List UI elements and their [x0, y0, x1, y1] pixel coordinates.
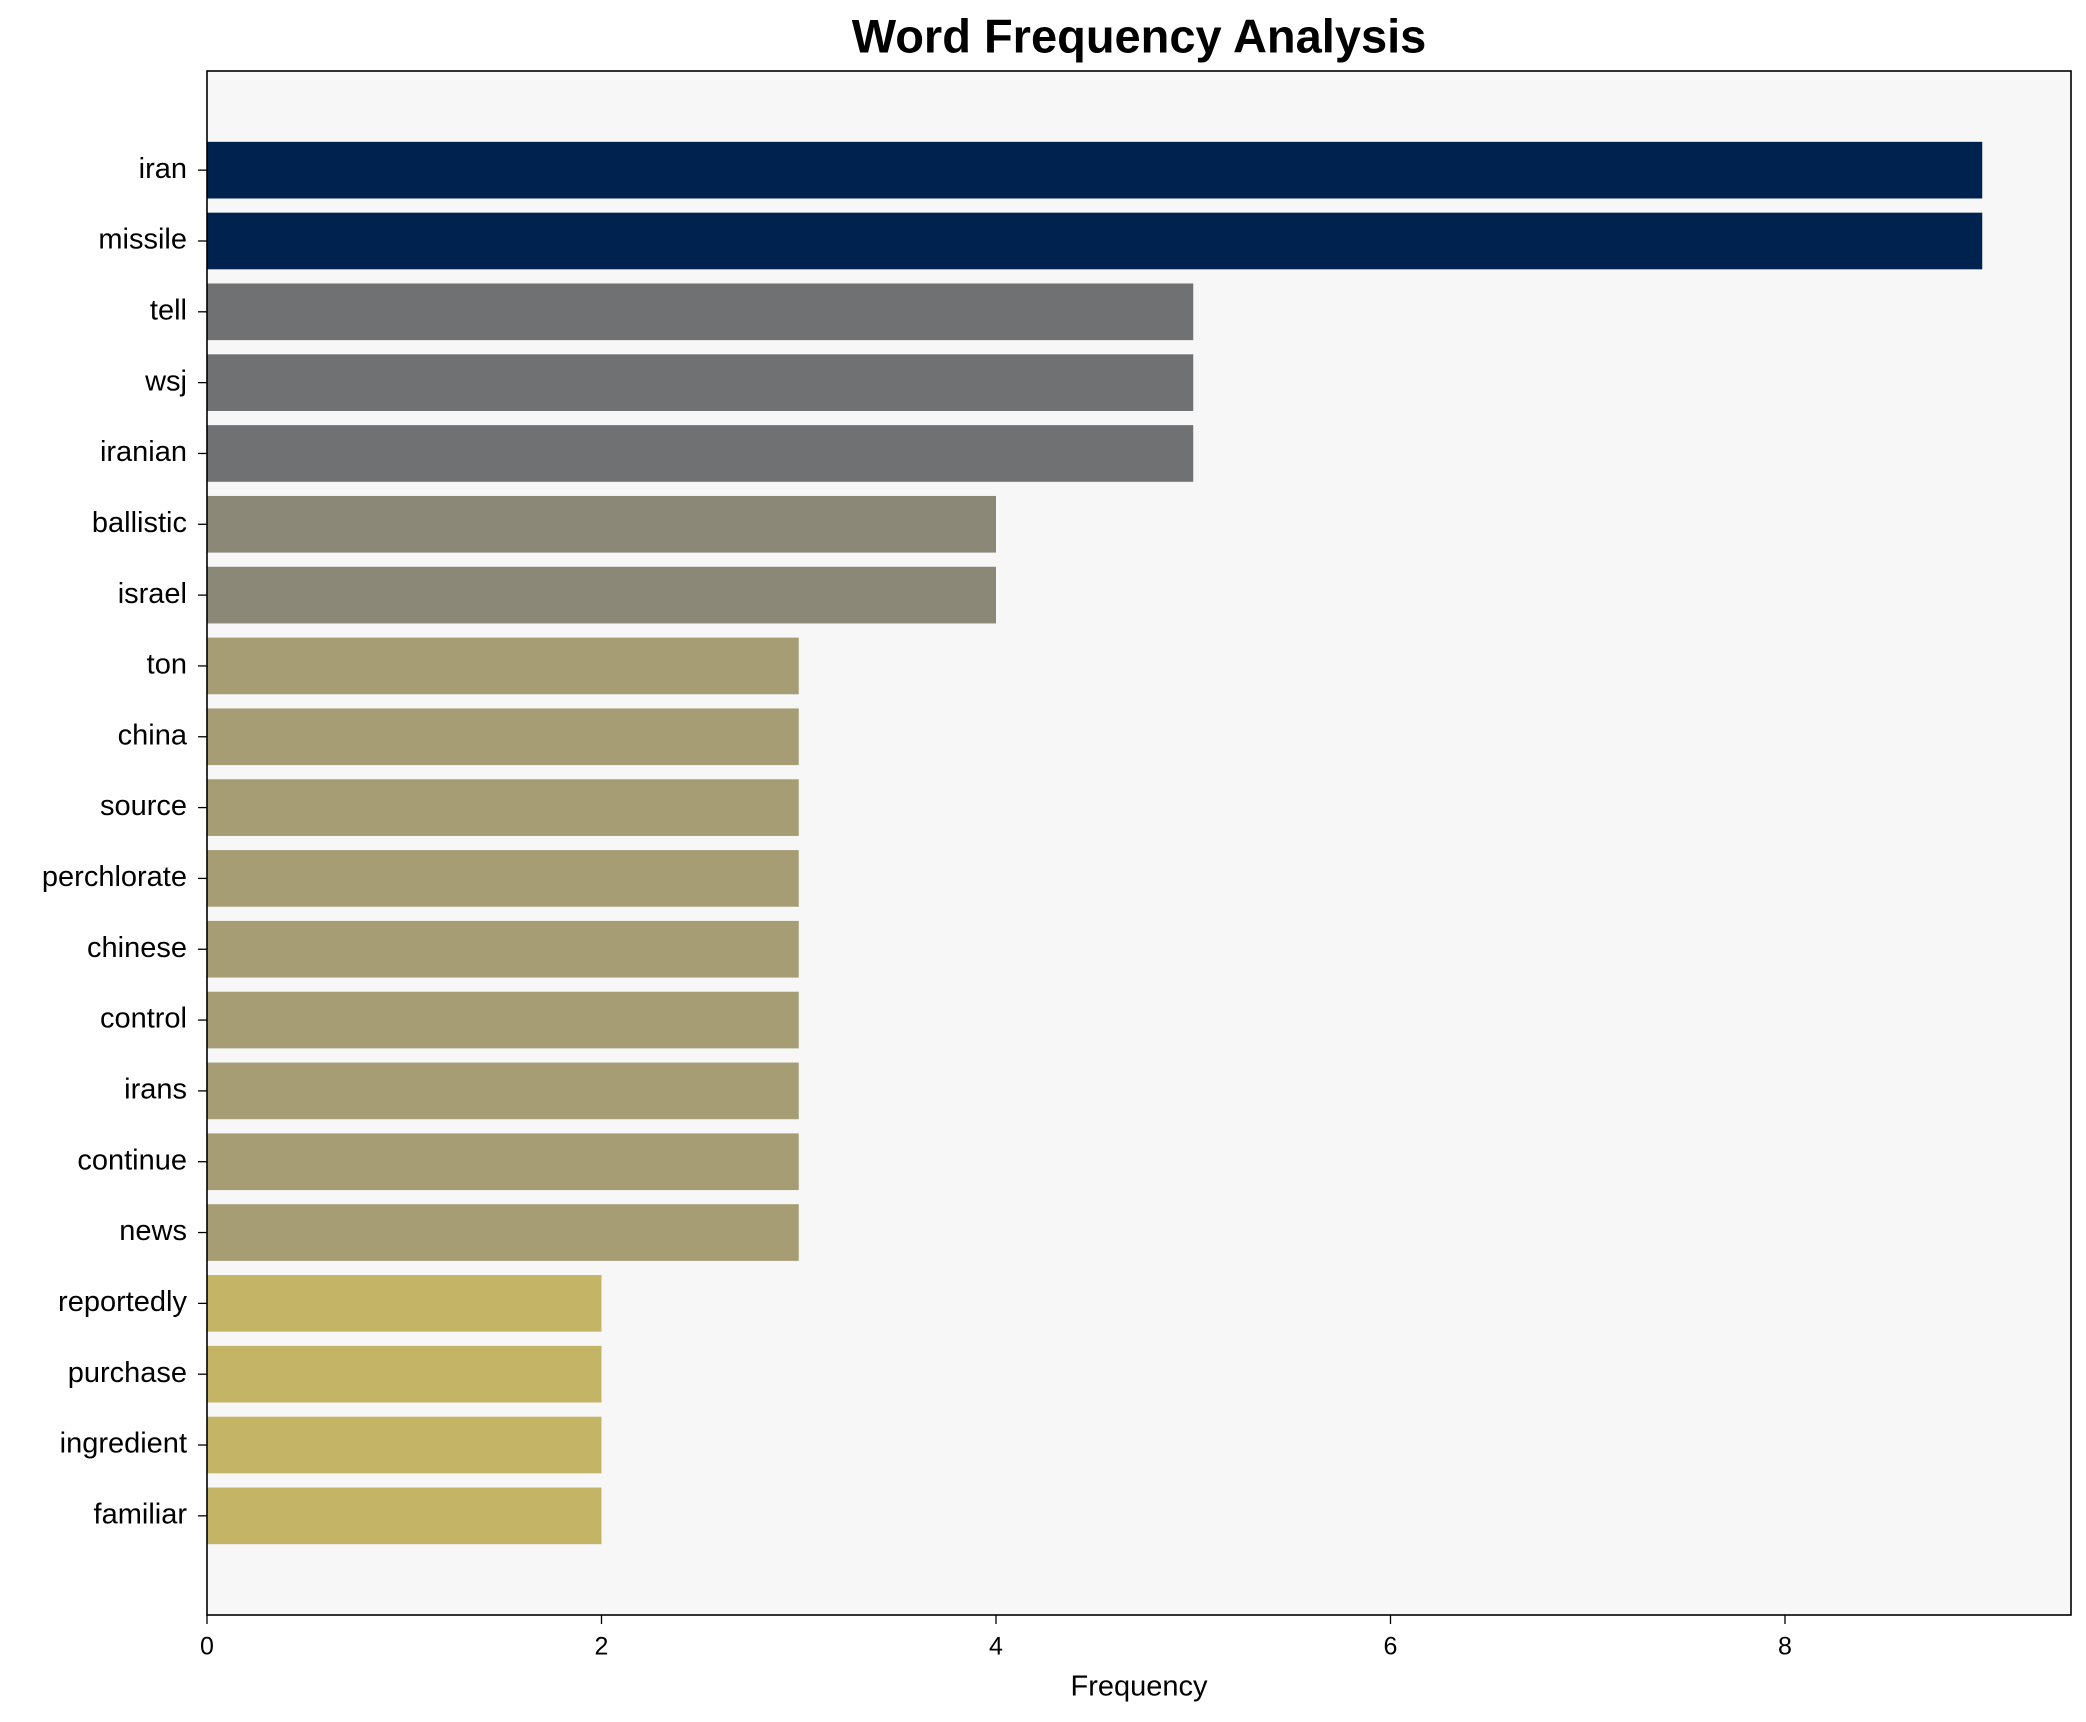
bar — [207, 495, 996, 553]
y-tick-label: purchase — [68, 1357, 187, 1389]
plot-frame — [206, 70, 2072, 1616]
bar — [207, 708, 799, 766]
y-tick-label: ballistic — [92, 507, 187, 539]
y-tick-label: missile — [98, 224, 187, 256]
y-tick-label: familiar — [94, 1499, 188, 1531]
y-tick-label: iran — [139, 153, 187, 185]
x-tick-label: 4 — [989, 1633, 1003, 1661]
bar — [207, 212, 1983, 270]
y-tick-label: iranian — [100, 436, 187, 468]
y-tick-label: source — [100, 790, 187, 822]
x-tick-label: 2 — [595, 1633, 609, 1661]
bar — [207, 566, 996, 624]
x-tick-label: 6 — [1384, 1633, 1398, 1661]
x-axis-label: Frequency — [1070, 1671, 1208, 1703]
y-tick-label: perchlorate — [42, 861, 187, 893]
y-tick-label: reportedly — [58, 1286, 187, 1318]
chart-title: Word Frequency Analysis — [852, 9, 1427, 62]
bar — [207, 283, 1194, 341]
y-tick-label: control — [100, 1003, 187, 1035]
y-tick-label: israel — [118, 578, 187, 610]
bar — [207, 1416, 602, 1474]
y-tick-label: ingredient — [60, 1428, 187, 1460]
bar — [207, 1204, 799, 1261]
bar — [207, 1345, 602, 1403]
bar — [207, 637, 799, 695]
bar — [207, 991, 799, 1049]
y-tick-label: continue — [77, 1144, 187, 1176]
x-tick-label: 8 — [1778, 1633, 1792, 1661]
bar — [207, 779, 799, 836]
y-tick-label: tell — [150, 294, 187, 326]
y-tick-label: news — [119, 1215, 187, 1247]
bar — [207, 1275, 602, 1332]
y-tick-label: chinese — [87, 932, 187, 964]
bar — [207, 354, 1194, 411]
bar — [207, 920, 799, 978]
bar — [207, 1487, 602, 1545]
bar — [207, 1062, 799, 1120]
bar — [207, 141, 1983, 199]
y-tick-label: ton — [147, 649, 187, 681]
bar — [207, 850, 799, 907]
y-tick-label: china — [118, 719, 188, 751]
y-tick-label: wsj — [144, 365, 187, 397]
y-tick-label: irans — [124, 1074, 187, 1106]
x-tick-label: 0 — [200, 1633, 214, 1661]
bar — [207, 425, 1194, 482]
bar — [207, 1133, 799, 1191]
